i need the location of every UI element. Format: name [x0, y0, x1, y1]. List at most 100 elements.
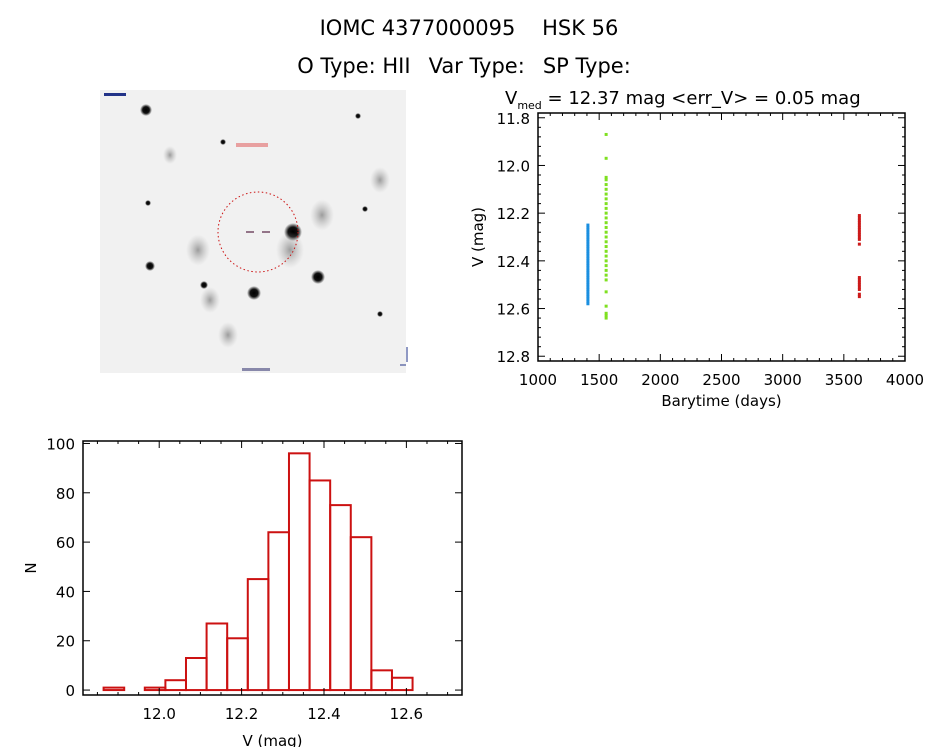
data-point — [857, 295, 861, 299]
data-point — [604, 211, 608, 215]
plot-frame — [82, 440, 463, 696]
data-point — [604, 273, 608, 277]
data-point — [604, 316, 608, 320]
sp-type: SP Type: — [542, 54, 631, 78]
data-point — [857, 287, 861, 291]
star-icon — [311, 270, 325, 284]
x-tick-label: 1500 — [580, 371, 618, 389]
histogram-bar — [164, 679, 187, 692]
data-point — [586, 261, 590, 265]
data-point — [604, 235, 608, 239]
star-icon — [220, 139, 226, 145]
data-point — [604, 132, 608, 136]
histogram-bar — [390, 676, 414, 692]
data-point — [586, 299, 590, 303]
light-curve-chart: 1000 1500 2000 2500 3000 3500 4000 11.8 12.0 12.2… — [469, 88, 924, 410]
data-point — [586, 290, 590, 294]
data-point — [857, 214, 861, 218]
data-point — [857, 237, 861, 241]
histogram-bar — [205, 622, 229, 692]
data-point — [586, 271, 590, 275]
data-point — [604, 240, 608, 244]
y-axis-label: V (mag) — [469, 207, 487, 267]
x-axis-label: Barytime (days) — [661, 392, 781, 410]
finder-label — [236, 143, 268, 147]
data-point — [604, 254, 608, 258]
data-point — [586, 233, 590, 237]
data-point — [604, 304, 608, 308]
data-point — [604, 216, 608, 220]
finder-label — [242, 368, 270, 371]
nebula-patch — [370, 167, 390, 193]
data-point — [586, 266, 590, 270]
y-tick-label: 100 — [46, 435, 75, 453]
data-point — [586, 292, 590, 296]
title-subscript: med — [517, 99, 541, 112]
star-icon — [145, 261, 155, 271]
data-point — [604, 278, 608, 282]
y-tick-label: 80 — [56, 485, 75, 503]
data-point — [604, 259, 608, 263]
data-point — [857, 221, 861, 225]
finder-label — [104, 93, 126, 96]
y-tick-label: 12.4 — [497, 253, 530, 271]
data-point — [604, 249, 608, 253]
data-point — [586, 295, 590, 299]
title-rest: = 12.37 mag <err_V> = 0.05 mag — [542, 88, 861, 109]
histogram-bar — [308, 479, 332, 692]
data-point — [857, 280, 861, 284]
data-point — [604, 178, 608, 182]
histogram-bar — [287, 452, 311, 692]
star-name: HSK 56 — [542, 16, 619, 40]
data-point — [586, 242, 590, 246]
data-point — [857, 230, 861, 234]
y-tick-label: 11.8 — [497, 110, 530, 128]
x-tick-label: 1000 — [519, 371, 557, 389]
data-point — [857, 242, 861, 246]
data-point — [857, 283, 861, 287]
data-point — [857, 276, 861, 280]
data-point — [586, 256, 590, 260]
x-tick-label: 12.0 — [143, 705, 176, 723]
data-point — [857, 235, 861, 239]
data-point — [586, 245, 590, 249]
data-point — [586, 240, 590, 244]
x-tick-label: 3500 — [825, 371, 863, 389]
compass-icon — [400, 347, 408, 366]
data-point — [857, 285, 861, 289]
y-tick-label: 12.6 — [497, 301, 530, 319]
data-point — [604, 245, 608, 249]
data-point — [604, 206, 608, 210]
data-point — [857, 278, 861, 282]
chart-title-star-id: IOMC 4377000095 HSK 56 — [0, 16, 941, 40]
star-icon — [377, 311, 383, 317]
x-axis-label: V (mag) — [242, 732, 302, 747]
data-point — [586, 235, 590, 239]
finder-sky-image — [100, 90, 408, 373]
data-point — [604, 230, 608, 234]
histogram-bar — [246, 578, 270, 692]
data-point — [586, 237, 590, 241]
star-icon — [355, 113, 361, 119]
x-tick-label: 3000 — [764, 371, 802, 389]
chart-title: Vmed = 12.37 mag <err_V> = 0.05 mag — [505, 88, 861, 112]
star-icon — [145, 200, 151, 206]
data-point — [586, 268, 590, 272]
nebula-patch — [218, 322, 238, 348]
data-point — [586, 264, 590, 268]
histogram-bar — [349, 536, 373, 692]
data-point — [586, 225, 590, 229]
nebula-patch — [163, 145, 177, 165]
star-icon — [140, 104, 152, 116]
data-point — [604, 187, 608, 191]
nebula-patch — [310, 199, 334, 231]
data-point — [586, 285, 590, 289]
data-point — [857, 228, 861, 232]
data-point — [586, 259, 590, 263]
data-point — [857, 218, 861, 222]
histogram-bar — [226, 637, 249, 692]
histogram-bar — [267, 531, 290, 692]
data-point — [604, 314, 608, 318]
chart-subtitle-types: O Type: HII Var Type: SP Type: — [0, 54, 936, 78]
